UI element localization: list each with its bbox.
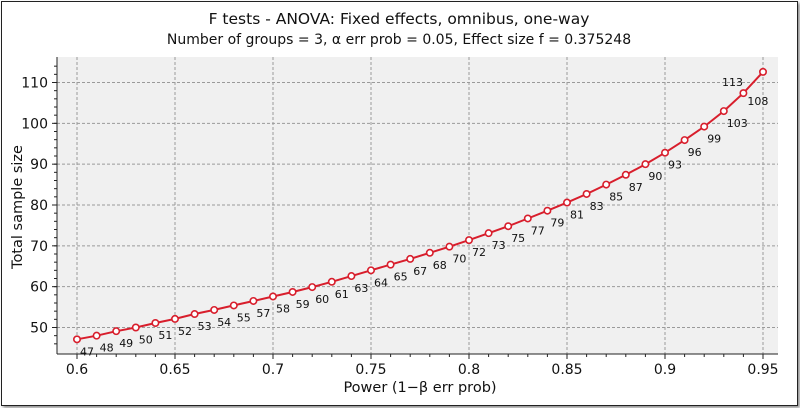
data-point [464, 236, 473, 245]
y-tick-label: 110 [21, 76, 48, 92]
data-point [641, 160, 650, 169]
y-tick-label: 60 [30, 280, 48, 296]
data-label: 65 [394, 271, 408, 284]
data-label: 64 [374, 276, 388, 289]
data-point [131, 323, 140, 332]
data-point [543, 206, 552, 215]
y-tick-label: 70 [30, 239, 48, 255]
data-label: 55 [237, 311, 251, 324]
data-point [504, 222, 513, 231]
data-point [758, 67, 767, 76]
x-tick-label: 0.65 [159, 362, 190, 378]
data-point [680, 136, 689, 145]
data-point [249, 296, 258, 305]
x-tick-label: 0.8 [458, 362, 480, 378]
y-tick-label: 90 [30, 157, 48, 173]
x-tick-label: 0.95 [747, 362, 778, 378]
data-label: 47 [80, 345, 94, 358]
data-point [73, 335, 82, 344]
data-label: 58 [276, 302, 290, 315]
data-point [112, 327, 121, 336]
x-tick-label: 0.85 [551, 362, 582, 378]
data-label: 49 [119, 337, 133, 350]
x-tick-label: 0.7 [262, 362, 284, 378]
grid-lines [57, 57, 778, 354]
y-tick-label: 50 [30, 321, 48, 337]
data-point [602, 180, 611, 189]
data-label: 113 [722, 76, 743, 89]
data-label: 81 [570, 209, 584, 222]
data-labels: 47 48 49 50 51 52 53 54 55 57 58 59 60 61 63 64 65 67 68 70… [80, 76, 768, 358]
data-point [484, 229, 493, 238]
data-point [92, 331, 101, 340]
axes: 0.6 0.65 0.7 0.75 0.8 0.85 0.9 0.95 50 60 70 80 90 10… [21, 57, 779, 378]
data-point [308, 283, 317, 292]
data-point [406, 254, 415, 263]
data-label: 96 [688, 146, 702, 159]
data-label: 83 [590, 200, 604, 213]
data-label: 77 [531, 224, 545, 237]
data-label: 67 [413, 265, 427, 278]
data-label: 53 [198, 320, 212, 333]
data-label: 108 [747, 95, 768, 108]
data-label: 93 [668, 159, 682, 172]
chart-subtitle: Number of groups = 3, α err prob = 0.05,… [167, 32, 631, 48]
data-label: 61 [335, 288, 349, 301]
data-point [425, 248, 434, 257]
data-label: 103 [727, 117, 748, 130]
data-label: 79 [550, 217, 564, 230]
data-label: 87 [629, 181, 643, 194]
y-tick-label: 80 [30, 198, 48, 214]
data-label: 70 [452, 253, 466, 266]
data-label: 73 [492, 239, 506, 252]
data-label: 60 [315, 293, 329, 306]
x-tick-label: 0.9 [654, 362, 676, 378]
data-point [210, 305, 219, 314]
data-point [327, 277, 336, 286]
x-tick-label: 0.6 [66, 362, 88, 378]
data-point [268, 292, 277, 301]
data-series [73, 67, 767, 344]
data-point [190, 310, 199, 319]
y-axis-label: Total sample size [10, 145, 26, 270]
data-label: 50 [139, 334, 153, 347]
data-label: 54 [217, 316, 231, 329]
data-point [719, 107, 728, 116]
data-label: 52 [178, 325, 192, 338]
data-label: 75 [511, 232, 525, 245]
data-point [386, 260, 395, 269]
data-label: 59 [296, 298, 310, 311]
data-label: 51 [158, 329, 172, 342]
data-point [660, 148, 669, 157]
data-label: 90 [648, 170, 662, 183]
data-point [366, 266, 375, 275]
data-point [445, 242, 454, 251]
data-point [523, 214, 532, 223]
data-point [739, 89, 748, 98]
data-point [347, 272, 356, 281]
data-point [171, 314, 180, 323]
data-point [582, 189, 591, 198]
data-point [700, 122, 709, 131]
data-point [151, 319, 160, 328]
data-point [288, 287, 297, 296]
data-label: 68 [433, 259, 447, 272]
data-point [229, 301, 238, 310]
data-label: 48 [100, 342, 114, 355]
data-label: 57 [256, 307, 270, 320]
data-point [621, 170, 630, 179]
x-tick-label: 0.75 [355, 362, 386, 378]
data-point [562, 198, 571, 207]
data-label: 72 [472, 246, 486, 259]
data-label: 63 [354, 282, 368, 295]
chart-title: F tests - ANOVA: Fixed effects, omnibus,… [209, 10, 590, 28]
data-label: 85 [609, 191, 623, 204]
y-tick-label: 100 [21, 116, 48, 132]
data-label: 99 [707, 133, 721, 146]
x-axis-label: Power (1−β err prob) [343, 380, 496, 396]
